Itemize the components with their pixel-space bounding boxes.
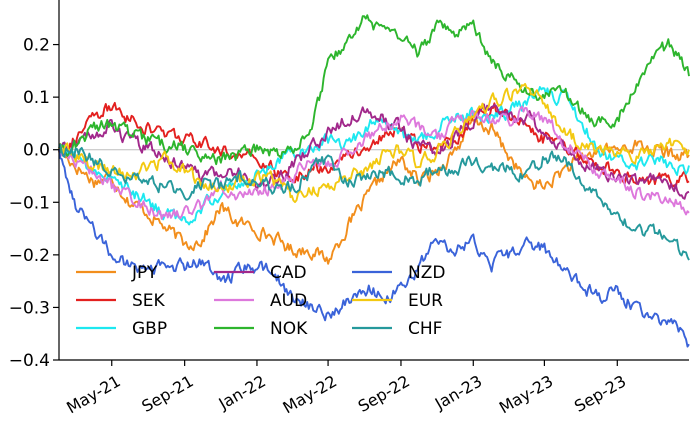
axes-layer bbox=[58, 0, 689, 361]
y-tick-label: 0.1 bbox=[23, 88, 50, 108]
legend-label-nzd: NZD bbox=[408, 263, 445, 283]
legend-label-cad: CAD bbox=[270, 263, 307, 283]
series-line-sek bbox=[58, 101, 690, 189]
series-line-eur bbox=[58, 82, 690, 204]
y-tick-label: −0.4 bbox=[9, 351, 50, 371]
x-tick-label: May-22 bbox=[280, 371, 341, 417]
y-tick-label: 0.2 bbox=[23, 36, 50, 56]
series-line-aud bbox=[58, 105, 690, 220]
y-tick-label: 0.0 bbox=[23, 141, 50, 161]
x-tick-label: May-23 bbox=[496, 371, 557, 417]
legend-label-gbp: GBP bbox=[132, 319, 167, 339]
legend-label-chf: CHF bbox=[408, 319, 442, 339]
series-line-cad bbox=[58, 103, 690, 200]
y-ticks: 0.3 0.2 0.1 0.0 −0.1 −0.2 −0.3 −0.4 bbox=[9, 0, 59, 371]
x-ticks: May-21 Sep-21 Jan-22 May-22 Sep-22 Jan-23 May-… bbox=[63, 360, 629, 417]
x-tick-label: Sep-21 bbox=[138, 371, 196, 416]
legend-label-eur: EUR bbox=[408, 291, 443, 311]
series-line-nok bbox=[58, 14, 690, 166]
y-tick-label: −0.1 bbox=[9, 193, 50, 213]
series-line-gbp bbox=[58, 86, 690, 226]
legend-label-jpy: JPY bbox=[131, 263, 158, 283]
legend-label-sek: SEK bbox=[132, 291, 166, 311]
x-tick-label: Sep-22 bbox=[355, 371, 413, 416]
series-line-chf bbox=[58, 143, 690, 261]
legend: JPY SEK GBP CAD AUD NOK NZD EUR CHF bbox=[76, 263, 445, 339]
legend-label-aud: AUD bbox=[270, 291, 307, 311]
x-tick-label: Jan-22 bbox=[215, 371, 269, 413]
legend-label-nok: NOK bbox=[270, 319, 308, 339]
series-line-nzd bbox=[58, 149, 690, 348]
series-lines-layer bbox=[58, 14, 690, 348]
y-tick-label: −0.3 bbox=[9, 298, 50, 318]
y-tick-label: 0.3 bbox=[23, 0, 50, 3]
y-tick-label: −0.2 bbox=[9, 246, 50, 266]
x-tick-label: Jan-23 bbox=[431, 371, 485, 413]
x-tick-label: May-21 bbox=[63, 371, 124, 417]
x-tick-label: Sep-23 bbox=[571, 371, 629, 416]
